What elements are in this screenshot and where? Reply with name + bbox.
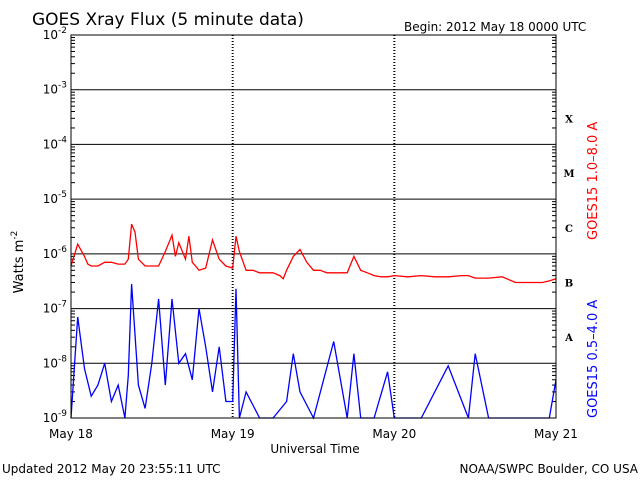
updated-time: Updated 2012 May 20 23:55:11 UTC — [2, 462, 220, 476]
y-tick-label-6: 10-3 — [43, 81, 67, 97]
y-tick-label-3: 10-6 — [43, 245, 68, 261]
series-lines — [70, 223, 557, 420]
flare-class-c: C — [565, 224, 573, 235]
flare-class-x: X — [565, 114, 573, 125]
flare-class-b: B — [565, 278, 573, 289]
x-axis: May 18 May 19 May 20 May 21 — [49, 427, 578, 441]
x-tick-label-2: May 20 — [372, 427, 416, 441]
y-axis-label: Watts m-2 — [10, 231, 27, 294]
legend-series-short: GOES15 0.5–4.0 A — [586, 300, 601, 418]
series-line-1 — [70, 284, 557, 420]
legend-series-long: GOES15 1.0–8.0 A — [586, 122, 601, 240]
flare-class-m: M — [563, 169, 574, 180]
svg-text:Watts m-2: Watts m-2 — [10, 231, 27, 294]
plot-frame — [70, 34, 557, 419]
begin-time: Begin: 2012 May 18 0000 UTC — [404, 20, 586, 34]
chart-title: GOES Xray Flux (5 minute data) — [32, 10, 304, 30]
y-tick-label-7: 10-2 — [43, 26, 67, 42]
series-line-0 — [70, 223, 557, 284]
y-tick-label-0: 10-9 — [43, 409, 68, 425]
grid-lines — [71, 34, 556, 419]
x-tick-label-1: May 19 — [211, 427, 255, 441]
credit: NOAA/SWPC Boulder, CO USA — [460, 462, 639, 476]
y-axis: 10-9 10-8 10-7 10-6 10-5 10-4 10-3 10-2 — [43, 26, 556, 425]
x-axis-label: Universal Time — [270, 442, 359, 456]
y-tick-label-1: 10-8 — [43, 354, 68, 370]
y-tick-label-5: 10-4 — [43, 135, 68, 151]
x-tick-label-0: May 18 — [49, 427, 93, 441]
flare-class-a: A — [564, 333, 573, 344]
y-tick-label-4: 10-5 — [43, 190, 67, 206]
y-tick-label-2: 10-7 — [43, 300, 67, 316]
flare-class-labels: A B C M X — [563, 114, 574, 344]
x-tick-label-3: May 21 — [534, 427, 578, 441]
